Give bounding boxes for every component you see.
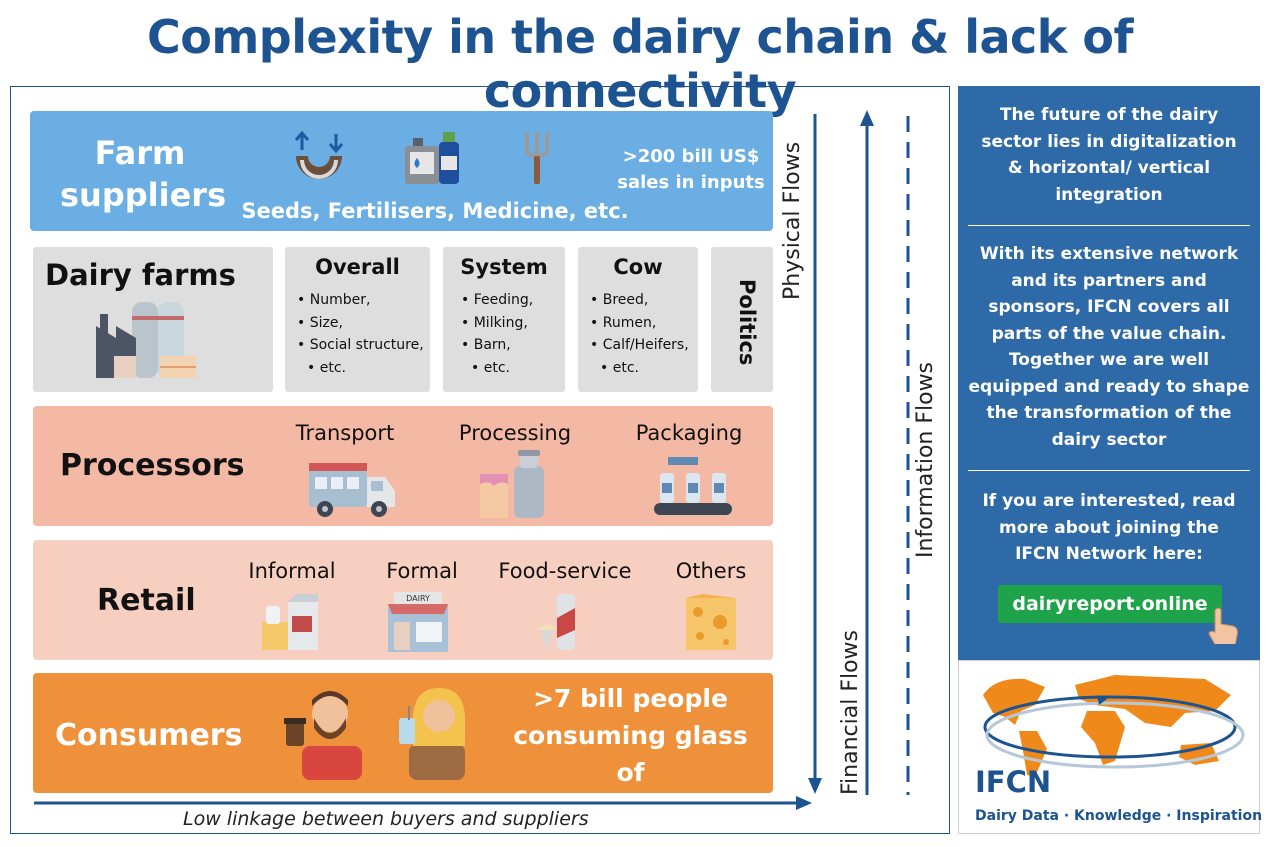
milk-can-icon [480,450,544,518]
list-item: Feeding, [461,289,534,312]
ifcn-logo: IFCN Dairy Data · Knowledge · Inspiratio… [958,660,1263,834]
linkage-arrow [34,796,812,810]
processors-band [33,406,773,526]
information-flows-label: Information Flows [913,361,938,558]
overall-list: Number, Size, Social structure, etc. [297,289,424,379]
sidebar-divider [968,225,1250,226]
sidebar-divider [968,470,1250,471]
flow-arrows [34,110,910,810]
overall-box: Overall Number, Size, Social structure, … [285,247,430,392]
overall-heading: Overall [315,255,400,279]
dairy-shop-icon: DAIRY [388,592,448,652]
sidebar-text-future: The future of the dairy sector lies in d… [981,105,1237,205]
shop-sign-text: DAIRY [406,594,430,603]
informal-label: Informal [248,559,336,583]
processors-title: Processors [60,448,245,483]
system-box: System Feeding, Milking, Barn, etc. [443,247,565,392]
sidebar-text-network: With its extensive network and its partn… [968,244,1250,450]
list-item: Rumen, [590,312,689,335]
physical-flow-arrow [808,114,822,794]
pitchfork-icon [525,132,549,184]
milk-carton-icon [262,594,318,650]
pointing-hand-icon [1208,607,1238,650]
physical-flows-label: Physical Flows [780,141,805,300]
page-title: Complexity in the dairy chain & lack of … [146,10,1134,118]
list-item: Size, [297,312,424,335]
list-item: etc. [590,357,689,380]
ifcn-logo-name: IFCN [975,765,1052,799]
politics-box: Politics [711,247,773,392]
woman-with-drink-icon [399,688,465,780]
dairy-factory-icon [96,302,196,378]
financial-flow-arrow [860,110,874,795]
dairy-chain-frame [10,86,950,834]
packaging-line-icon [654,457,732,515]
packaging-label: Packaging [635,421,743,445]
sidebar-text-join: If you are interested, read more about j… [982,491,1236,564]
ifcn-tagline: Dairy Data · Knowledge · Inspiration [975,808,1263,824]
system-list: Feeding, Milking, Barn, etc. [461,289,534,380]
ice-cream-icon [537,594,575,650]
magnet-icon [294,130,344,179]
linkage-label: Low linkage between buyers and suppliers [183,808,589,830]
consumers-title: Consumers [55,718,243,753]
man-with-coffee-icon [284,691,362,780]
farm-suppliers-subtitle: Seeds, Fertilisers, Medicine, etc. [241,199,629,223]
others-label: Others [675,559,747,583]
cow-box: Cow Breed, Rumen, Calf/Heifers, etc. [578,247,698,392]
farm-suppliers-band [30,111,773,231]
list-item: Milking, [461,312,533,335]
dairyreport-link-button[interactable]: dairyreport.online [998,585,1222,623]
dairy-farms-title: Dairy farms [45,258,236,292]
cheese-icon [686,594,736,650]
consumers-stat: >7 bill people consuming glass of “milk”… [513,684,748,824]
financial-flows-label: Financial Flows [838,629,863,795]
list-item: Number, [297,289,424,312]
list-item: Calf/Heifers, [590,334,689,357]
farm-suppliers-title: Farm suppliers [60,134,227,214]
list-item: Barn, [461,334,533,357]
food-service-label: Food-service [498,559,632,583]
world-map-icon [983,675,1245,777]
formal-label: Formal [386,559,458,583]
list-item: Social structure, [297,334,424,357]
cow-list: Breed, Rumen, Calf/Heifers, etc. [590,289,689,379]
system-heading: System [460,255,548,279]
cow-heading: Cow [613,255,663,279]
list-item: etc. [461,357,533,380]
list-item: etc. [297,357,424,380]
milk-truck-icon [309,463,395,517]
info-sidebar: The future of the dairy sector lies in d… [958,86,1260,660]
processing-label: Processing [458,421,572,445]
list-item: Breed, [590,289,689,312]
retail-title: Retail [97,583,196,618]
fertiliser-bottles-icon [405,132,459,184]
transport-label: Transport [295,421,395,445]
farm-suppliers-stat: >200 bill US$ sales in inputs [617,146,765,193]
